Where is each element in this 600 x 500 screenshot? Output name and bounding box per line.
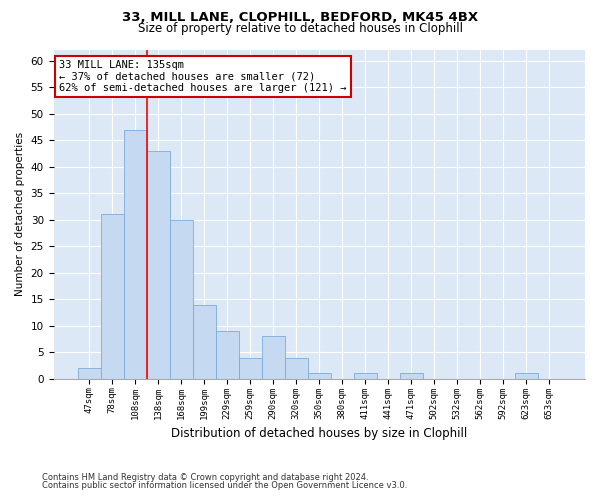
Text: Contains HM Land Registry data © Crown copyright and database right 2024.: Contains HM Land Registry data © Crown c… (42, 472, 368, 482)
Bar (354, 374, 377, 379)
Bar (101, 214, 124, 379)
Y-axis label: Number of detached properties: Number of detached properties (15, 132, 25, 296)
Bar (124, 130, 147, 379)
Bar (515, 374, 538, 379)
Text: 33, MILL LANE, CLOPHILL, BEDFORD, MK45 4BX: 33, MILL LANE, CLOPHILL, BEDFORD, MK45 4… (122, 11, 478, 24)
Bar (77, 368, 101, 379)
Text: Size of property relative to detached houses in Clophill: Size of property relative to detached ho… (137, 22, 463, 35)
Bar (285, 358, 308, 379)
Text: 33 MILL LANE: 135sqm
← 37% of detached houses are smaller (72)
62% of semi-detac: 33 MILL LANE: 135sqm ← 37% of detached h… (59, 60, 346, 93)
Bar (400, 374, 423, 379)
Bar (147, 151, 170, 379)
Bar (308, 374, 331, 379)
Bar (170, 220, 193, 379)
Bar (193, 304, 216, 379)
Bar (262, 336, 285, 379)
X-axis label: Distribution of detached houses by size in Clophill: Distribution of detached houses by size … (171, 427, 467, 440)
Text: Contains public sector information licensed under the Open Government Licence v3: Contains public sector information licen… (42, 481, 407, 490)
Bar (216, 331, 239, 379)
Bar (239, 358, 262, 379)
